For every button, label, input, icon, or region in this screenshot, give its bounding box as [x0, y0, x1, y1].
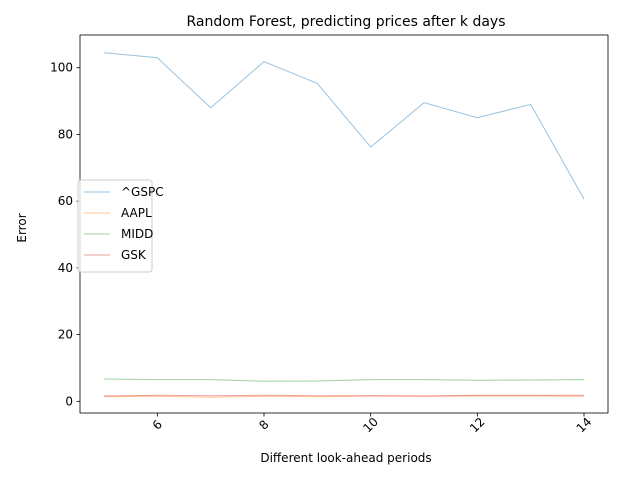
series-line-gsk — [103, 394, 584, 397]
x-axis-label: Different look-ahead periods — [260, 451, 431, 465]
y-tick-label: 100 — [50, 61, 73, 75]
series-line-gspc — [103, 52, 585, 200]
series-line-midd — [103, 378, 585, 382]
x-tick-label: 6 — [150, 417, 165, 432]
legend: ^GSPC AAPL MIDD GSK — [77, 179, 164, 273]
axes-frame — [79, 34, 609, 414]
series-line-aapl — [103, 395, 585, 398]
chart-title: Random Forest, predicting prices after k… — [186, 14, 505, 30]
y-tick-label: 80 — [58, 127, 73, 141]
plot-area — [103, 52, 585, 398]
y-tick-label: 20 — [58, 328, 73, 342]
x-tick-label: 12 — [467, 415, 488, 436]
y-tick-label: 60 — [58, 194, 73, 208]
legend-label: ^GSPC — [121, 185, 164, 199]
x-tick-label: 10 — [360, 415, 381, 436]
x-tick-label: 8 — [256, 417, 271, 432]
y-axis-label: Error — [15, 213, 29, 242]
legend-label: GSK — [121, 248, 147, 262]
legend-label: MIDD — [121, 227, 153, 241]
y-tick-label: 40 — [58, 261, 73, 275]
legend-label: AAPL — [121, 206, 152, 220]
y-tick-label: 0 — [65, 394, 73, 408]
x-tick-label: 14 — [574, 415, 595, 436]
legend-box — [77, 179, 153, 273]
